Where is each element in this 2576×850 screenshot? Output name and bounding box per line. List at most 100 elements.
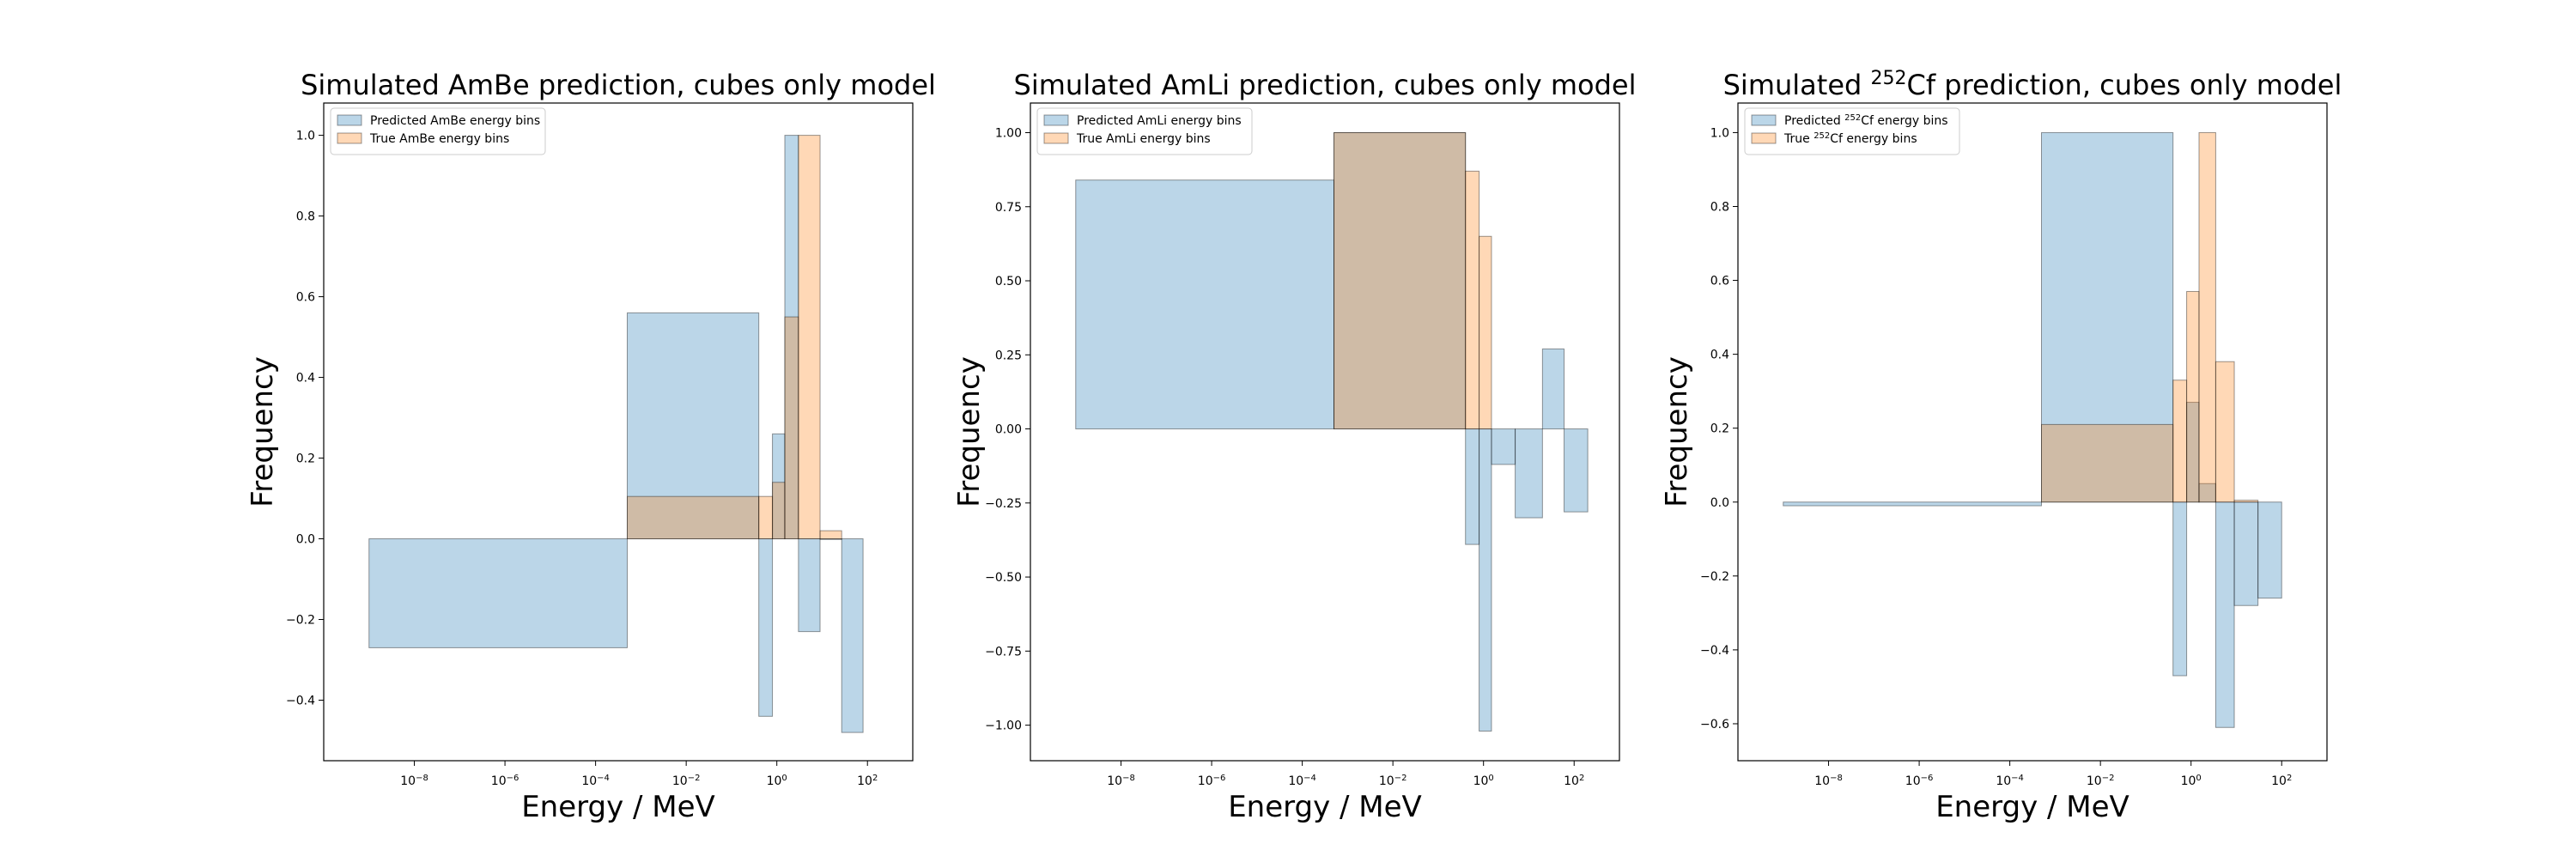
legend-swatch [337, 132, 362, 144]
histogram-bin [1479, 428, 1492, 732]
series-true-bins [2040, 131, 2259, 503]
histogram-bin [2198, 131, 2216, 503]
chart-title: Simulated 252Cf prediction, cubes only m… [1723, 68, 2342, 102]
histogram-bin [2233, 501, 2259, 606]
x-axis-label: Energy / MeV [521, 790, 715, 824]
y-tick-label: −0.4 [1700, 644, 1729, 658]
y-tick-label: 1.0 [1710, 126, 1729, 140]
x-tick-label: 10−6 [1905, 774, 1934, 789]
series-predicted-bins [368, 135, 864, 733]
histogram-bin [1515, 428, 1543, 519]
legend-label: True AmBe energy bins [369, 132, 509, 146]
histogram-bin [1333, 132, 1467, 430]
x-tick-label: 100 [1473, 774, 1494, 789]
histogram-bin [2040, 423, 2174, 503]
y-tick-label: 0.0 [1710, 496, 1729, 510]
histogram-bin [819, 530, 842, 540]
x-tick-label: 10−6 [491, 774, 519, 789]
histogram-bin [798, 538, 821, 633]
histogram-bin [626, 312, 760, 540]
axes-frame [323, 102, 914, 762]
histogram-bin [2215, 501, 2235, 728]
y-tick-label: 0.4 [296, 372, 315, 386]
legend-swatch [1043, 132, 1069, 144]
series-true-bins [1333, 132, 1492, 430]
histogram-bin [2233, 500, 2259, 503]
histogram-bin [2215, 361, 2235, 503]
x-axis-label: Energy / MeV [1228, 790, 1422, 824]
y-tick-label: 0.2 [1710, 422, 1729, 436]
histogram-bin [1541, 348, 1565, 430]
y-tick-label: −0.50 [985, 571, 1022, 585]
y-tick-label: 0.8 [1710, 200, 1729, 214]
y-tick-label: −1.00 [985, 719, 1022, 733]
x-tick-label: 10−4 [1288, 774, 1316, 789]
y-tick-label: 0.00 [995, 423, 1022, 437]
histogram-bin [772, 482, 786, 540]
y-axis-label: Frequency [1660, 356, 1694, 507]
histogram-bin [2186, 402, 2200, 503]
x-tick-label: 102 [2271, 774, 2292, 789]
chart-title: Simulated AmBe prediction, cubes only mo… [301, 69, 936, 101]
legend-box [330, 107, 546, 155]
chart-panel-3: −0.6 −0.4 −0.2 0.0 0.2 0.4 0.6 0.8 1.0 10−8 10−6 10… [1660, 68, 2342, 825]
histogram-bin [758, 538, 774, 717]
x-tick-label: 10−8 [1107, 774, 1135, 789]
x-tick-label: 10−4 [1996, 774, 2024, 789]
series-predicted-bins [1783, 131, 2282, 728]
histogram-bin [2172, 501, 2188, 677]
y-tick-label: 0.0 [296, 533, 315, 547]
legend-swatch [1043, 114, 1069, 126]
series-predicted-bins [1075, 132, 1589, 732]
y-tick-label: −0.6 [1700, 718, 1729, 732]
y-tick-label: 0.75 [995, 201, 1022, 215]
x-tick-label: 10−8 [1814, 774, 1843, 789]
legend-swatch [337, 114, 362, 126]
x-tick-label: 10−6 [1198, 774, 1226, 789]
x-tick-label: 100 [2181, 774, 2202, 789]
y-axis-label: Frequency [952, 356, 987, 507]
histogram-bin [1479, 235, 1492, 430]
y-tick-label: −0.4 [286, 695, 315, 708]
histogram-bin [2257, 501, 2282, 599]
histogram-bin [841, 538, 864, 733]
y-tick-label: −0.2 [1700, 570, 1729, 584]
histogram-bin [2198, 483, 2216, 503]
legend-swatch [1751, 114, 1777, 126]
histogram-bin [1333, 132, 1467, 430]
y-tick-label: −0.75 [985, 645, 1022, 659]
histogram-bin [784, 316, 799, 540]
y-tick-label: 0.2 [296, 452, 315, 466]
histogram-bin [1491, 428, 1516, 465]
histogram-bin [2172, 379, 2188, 503]
series-true-bins [626, 135, 842, 540]
legend-label: True 252Cf energy bins [1783, 131, 1917, 147]
x-tick-label: 102 [857, 774, 878, 789]
x-tick-label: 10−2 [2087, 774, 2115, 789]
axes-frame [1737, 102, 2328, 762]
legend-label: Predicted AmLi energy bins [1077, 114, 1242, 128]
y-tick-label: 1.0 [296, 130, 315, 143]
legend-box [1036, 107, 1253, 155]
y-tick-label: 0.4 [1710, 349, 1729, 362]
histogram-bin [1465, 428, 1480, 545]
y-tick-label: −0.2 [286, 614, 315, 628]
x-tick-label: 100 [767, 774, 787, 789]
chart-title: Simulated AmLi prediction, cubes only mo… [1014, 69, 1637, 101]
x-axis-label: Energy / MeV [1935, 790, 2129, 824]
histogram-bin [798, 135, 821, 540]
y-tick-label: 0.6 [296, 291, 315, 305]
x-tick-label: 102 [1564, 774, 1584, 789]
legend-swatch [1751, 132, 1777, 144]
x-tick-label: 10−2 [1379, 774, 1407, 789]
histogram-bin [758, 495, 774, 540]
x-tick-label: 10−4 [581, 774, 610, 789]
x-tick-label: 10−2 [672, 774, 701, 789]
x-tick-label: 10−8 [400, 774, 428, 789]
histogram-bin [772, 433, 786, 540]
histogram-bin [1783, 501, 2042, 507]
histogram-bin [784, 135, 799, 540]
axes-frame [1030, 102, 1620, 762]
legend: Predicted AmLi energy bins True AmLi ener… [1036, 107, 1253, 155]
